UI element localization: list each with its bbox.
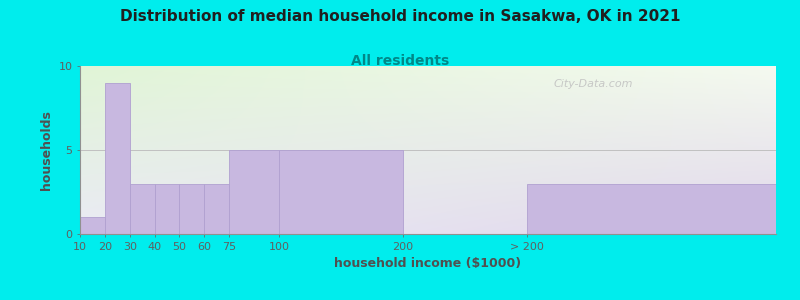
Text: Distribution of median household income in Sasakwa, OK in 2021: Distribution of median household income … <box>120 9 680 24</box>
Bar <box>527 184 776 234</box>
Bar <box>229 150 279 234</box>
X-axis label: household income ($1000): household income ($1000) <box>334 257 522 270</box>
Bar <box>105 83 130 234</box>
Bar <box>130 184 154 234</box>
Text: All residents: All residents <box>351 54 449 68</box>
Y-axis label: households: households <box>40 110 53 190</box>
Bar <box>279 150 403 234</box>
Text: City-Data.com: City-Data.com <box>554 80 633 89</box>
Bar <box>204 184 229 234</box>
Bar <box>179 184 204 234</box>
Bar <box>80 217 105 234</box>
Bar <box>154 184 179 234</box>
